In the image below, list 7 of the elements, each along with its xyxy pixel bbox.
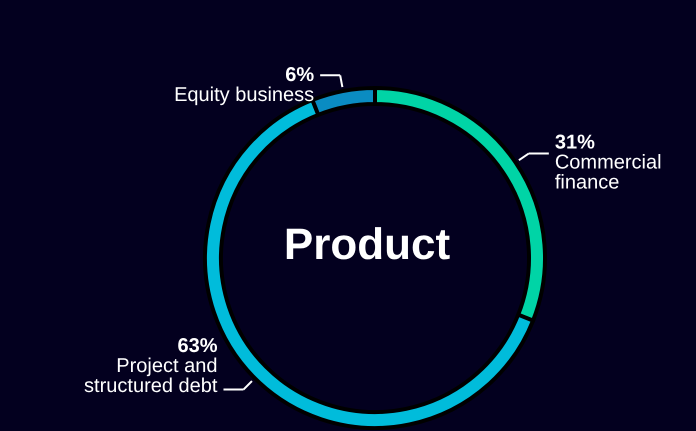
data-label: 31% bbox=[554, 131, 596, 154]
data-label: 6% bbox=[285, 64, 314, 86]
slice-label: Equity business bbox=[174, 84, 314, 106]
text: Product bbox=[284, 220, 450, 269]
slice-label: Project and structured debt bbox=[84, 354, 218, 397]
slice-label: Commercial finance bbox=[554, 151, 662, 194]
data-label: 63% bbox=[177, 334, 218, 357]
